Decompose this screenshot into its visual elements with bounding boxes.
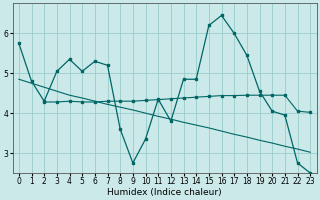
X-axis label: Humidex (Indice chaleur): Humidex (Indice chaleur) (107, 188, 222, 197)
